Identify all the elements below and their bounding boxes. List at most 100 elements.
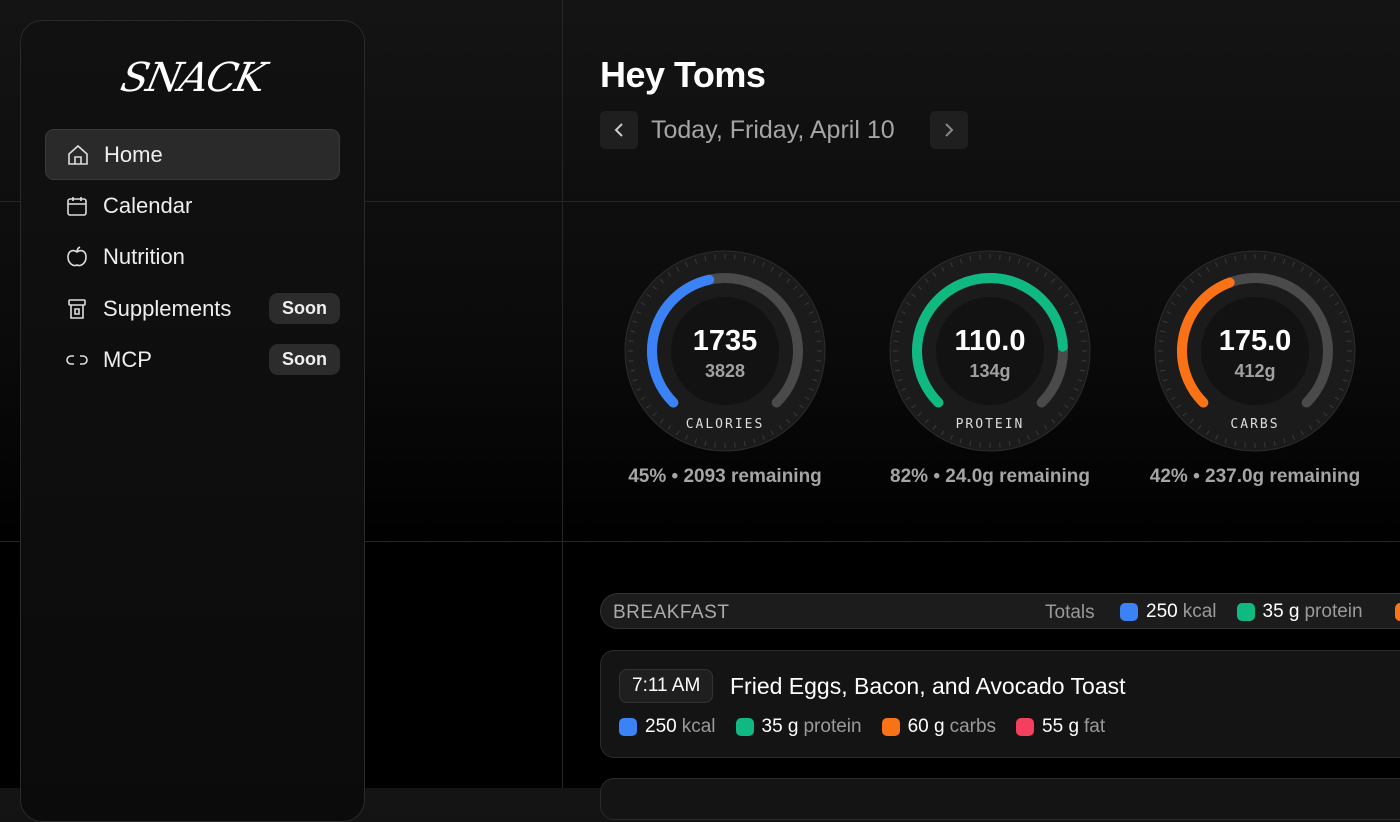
dial-tick: [770, 430, 774, 436]
dial-tick: [999, 442, 1001, 448]
meal-name: BREAKFAST: [613, 602, 730, 623]
dial-tick: [694, 258, 698, 264]
dial-tick: [1244, 254, 1246, 260]
dial-tick: [901, 311, 907, 315]
nav-item[interactable]: Nutrition: [45, 231, 340, 282]
nav-label: Home: [104, 141, 163, 167]
nav-label: Calendar: [103, 192, 193, 218]
macro-chip: 35 g protein: [1236, 601, 1363, 623]
color-swatch: [735, 718, 754, 736]
dial-tick: [1344, 369, 1350, 372]
nav-item[interactable]: MCP Soon: [45, 334, 340, 385]
dial-tick: [1051, 419, 1056, 424]
meal-card[interactable]: 7:11 AM Fried Eggs, Bacon, and Avocado T…: [600, 650, 1400, 758]
next-day-button[interactable]: [930, 111, 968, 149]
dial-tick: [1344, 330, 1350, 333]
divider: [0, 201, 1400, 202]
dial-tick: [694, 438, 698, 444]
dial-tick: [778, 425, 783, 430]
dial-tick: [752, 258, 756, 264]
dial-tick: [1264, 254, 1266, 260]
dial-tick: [816, 360, 822, 362]
dial-tick: [1073, 387, 1079, 391]
date: Today, Friday, April 10: [651, 116, 895, 144]
dial-tick: [685, 434, 689, 440]
gauge-goal: 3828: [705, 361, 745, 381]
macro-amount: 250: [1146, 601, 1178, 622]
dial-tick: [1316, 419, 1321, 424]
dial-tick: [1064, 404, 1069, 409]
meal-time: 7:11 AM: [619, 669, 714, 703]
color-swatch: [1236, 603, 1255, 621]
color-swatch: [619, 718, 637, 736]
dial-tick: [632, 378, 638, 382]
macro-amount: 35 g: [1262, 601, 1300, 622]
dial-tick: [628, 340, 634, 342]
dial-tick: [1224, 258, 1228, 264]
nav-item[interactable]: Calendar: [45, 180, 340, 231]
dial-tick: [1017, 258, 1021, 264]
nav-item[interactable]: Supplements Soon: [45, 283, 340, 334]
prev-day-button[interactable]: [600, 111, 638, 149]
dial-tick: [1058, 285, 1063, 290]
dial-tick: [1081, 340, 1087, 342]
dial-tick: [1291, 434, 1295, 440]
dial-tick: [1342, 378, 1348, 382]
dial-tick: [1069, 396, 1075, 400]
dial-tick: [1273, 440, 1276, 446]
dial-tick: [1170, 396, 1176, 400]
macro-unit: kcal: [681, 716, 716, 737]
dial-tick: [911, 404, 916, 409]
dial-tick: [1215, 434, 1219, 440]
dial-tick: [1158, 340, 1164, 342]
dial-tick: [1291, 262, 1295, 268]
dial-tick: [950, 434, 954, 440]
dial-tick: [1035, 430, 1039, 436]
totals: 250 kcal 35 g protein: [1120, 601, 1383, 626]
meal-card[interactable]: [600, 778, 1400, 820]
meal-title: Fried Eggs, Bacon, and Avocado Toast: [730, 673, 1126, 699]
gauge-label: CALORIES: [686, 417, 765, 432]
dial-tick: [1308, 272, 1313, 277]
dial-tick: [770, 266, 774, 272]
dial-tick: [932, 425, 937, 430]
dial-tick: [897, 378, 903, 382]
dial-tick: [1215, 262, 1219, 268]
dial-tick: [1323, 285, 1328, 290]
gauge-goal: 412g: [1234, 361, 1275, 381]
dial-tick: [1166, 387, 1172, 391]
dial-tick: [1206, 266, 1210, 272]
dial-tick: [734, 254, 736, 260]
dial-tick: [734, 442, 736, 448]
macro-amount: 35 g: [761, 716, 799, 737]
color-swatch: [1395, 603, 1400, 621]
dial-tick: [1069, 302, 1075, 306]
dial-tick: [1077, 378, 1083, 382]
gauge-label: PROTEIN: [956, 417, 1025, 432]
dial-tick: [897, 320, 903, 324]
dial-tick: [804, 302, 810, 306]
gauge-center: [936, 297, 1044, 405]
dial-tick: [905, 396, 911, 400]
dial-tick: [659, 419, 664, 424]
dial-tick: [1264, 442, 1266, 448]
dial-tick: [932, 272, 937, 277]
dial-tick: [786, 278, 791, 283]
color-swatch: [1016, 718, 1035, 736]
dial-tick: [1189, 278, 1194, 283]
dial-tick: [911, 293, 916, 298]
dial-tick: [799, 293, 804, 298]
dial-tick: [1338, 387, 1344, 391]
gauge-arc: [647, 274, 715, 408]
divider: [0, 541, 1400, 542]
dial-tick: [895, 330, 901, 333]
dial-tick: [1282, 438, 1286, 444]
dial-tick: [1160, 330, 1166, 333]
nav-item[interactable]: Home: [45, 129, 340, 180]
dial-tick: [1346, 340, 1352, 342]
gauge-caption: 45% • 2093 remaining: [628, 466, 822, 487]
color-swatch: [881, 718, 900, 736]
dial-tick: [1008, 440, 1011, 446]
dial-tick: [917, 285, 922, 290]
dial-tick: [816, 340, 822, 342]
